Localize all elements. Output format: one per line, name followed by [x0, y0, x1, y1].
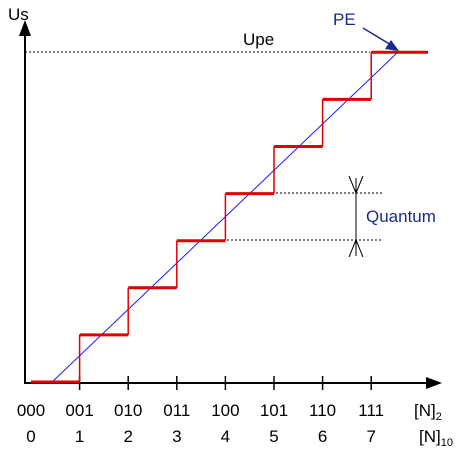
x-binary-suffix: [N]2: [414, 401, 442, 423]
ideal-transfer-line: [49, 51, 399, 385]
tick-label-decimal-4: 4: [221, 427, 230, 446]
tick-label-binary-3: 011: [163, 401, 190, 420]
tick-label-decimal-1: 1: [75, 427, 84, 446]
tick-label-decimal-5: 5: [269, 427, 278, 446]
tick-label-decimal-3: 3: [172, 427, 181, 446]
tick-label-binary-2: 010: [114, 401, 142, 420]
upe-label: Upe: [243, 30, 274, 49]
tick-label-decimal-0: 0: [26, 427, 35, 446]
y-axis-arrowhead: [19, 20, 31, 36]
tick-label-binary-0: 000: [17, 401, 45, 420]
pe-label: PE: [333, 10, 356, 29]
tick-label-decimal-2: 2: [123, 427, 132, 446]
tick-label-binary-7: 111: [358, 401, 384, 420]
quantized-staircase: [31, 50, 428, 384]
quantum-lower-arrow: [348, 238, 364, 258]
quantum-upper-arrow: [348, 175, 364, 195]
tick-label-decimal-6: 6: [318, 427, 327, 446]
x-axis-arrowhead: [426, 377, 442, 389]
y-axis-label: Us: [8, 5, 29, 24]
tick-label-binary-4: 100: [211, 401, 239, 420]
tick-label-decimal-7: 7: [366, 427, 375, 446]
x-decimal-suffix: [N]10: [419, 427, 453, 449]
tick-label-binary-1: 001: [65, 401, 93, 420]
quantum-label: Quantum: [366, 207, 436, 226]
tick-label-binary-6: 110: [309, 401, 336, 420]
tick-label-binary-5: 101: [260, 401, 288, 420]
pe-arrowhead: [385, 40, 399, 51]
